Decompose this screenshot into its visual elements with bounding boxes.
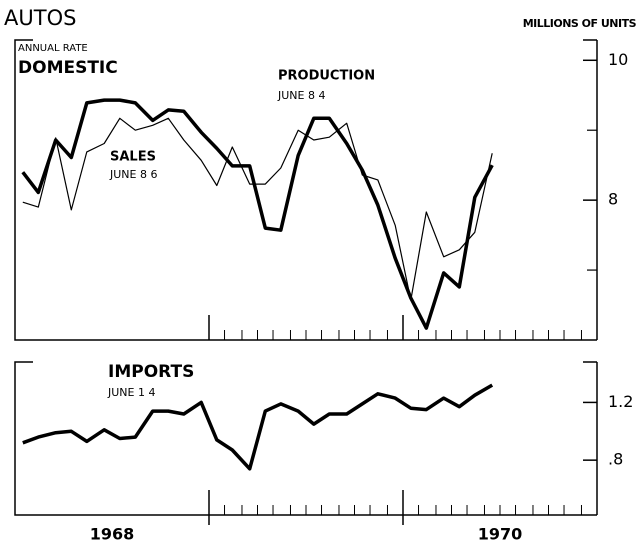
x-tick-label: 1970 [478, 525, 523, 544]
annotation: DOMESTIC [18, 58, 118, 78]
annotation: ANNUAL RATE [18, 43, 88, 54]
annotation: JUNE 1 4 [107, 386, 155, 399]
series-line [22, 383, 494, 471]
annotation: PRODUCTION [278, 69, 375, 84]
annotation: IMPORTS [108, 362, 194, 382]
chart-title: AUTOS [4, 6, 76, 30]
y-tick-label: 10 [608, 50, 628, 69]
annotation: JUNE 8 4 [277, 89, 325, 102]
frame [14, 361, 598, 516]
x-tick-label: 1968 [90, 525, 135, 544]
annotation: SALES [110, 150, 156, 165]
frame [14, 39, 598, 341]
y-tick-label: 8 [608, 190, 618, 209]
y-tick-label: .8 [608, 450, 623, 469]
annotation: JUNE 8 6 [109, 168, 157, 181]
series-line [21, 98, 494, 330]
y-axis-label: MILLIONS OF UNITS [523, 17, 637, 30]
y-tick-label: 1.2 [608, 392, 633, 411]
series-line [22, 117, 493, 301]
